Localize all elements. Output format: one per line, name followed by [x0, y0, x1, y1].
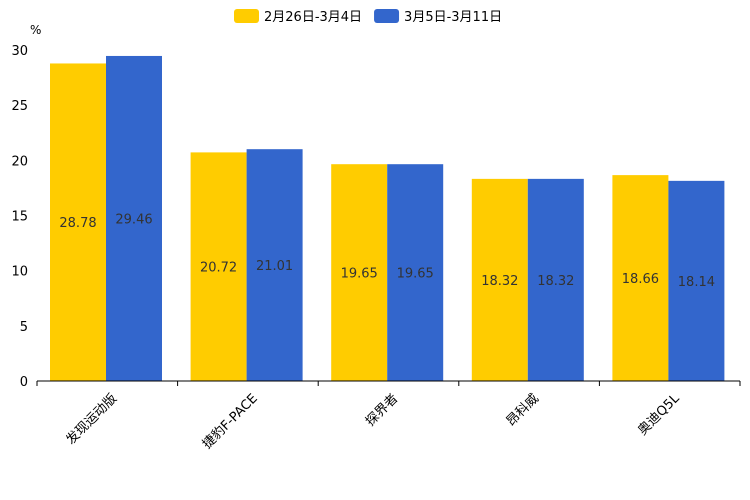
- legend-label: 3月5日-3月11日: [404, 10, 502, 25]
- legend-label: 2月26日-3月4日: [264, 10, 362, 25]
- y-tick-label: 0: [20, 375, 28, 390]
- y-tick-label: 10: [11, 265, 28, 280]
- data-label: 18.14: [678, 275, 715, 290]
- bar: [471, 178, 528, 381]
- data-label: 19.65: [341, 267, 378, 282]
- x-tick-label: 奥迪Q5L: [635, 391, 683, 439]
- bar: [612, 175, 669, 381]
- data-label: 21.01: [256, 259, 293, 274]
- bar: [246, 149, 303, 381]
- y-axis-label: %: [30, 23, 41, 37]
- data-label: 28.78: [59, 216, 96, 231]
- bar: [106, 55, 162, 381]
- y-tick-label: 30: [11, 44, 28, 59]
- data-label: 20.72: [200, 261, 237, 276]
- y-tick-label: 25: [11, 99, 28, 114]
- x-tick-label: 探界者: [363, 391, 401, 429]
- legend-swatch: [374, 9, 400, 23]
- x-tick-label: 捷豹F-PACE: [200, 391, 261, 452]
- x-tick-label: 昂科威: [504, 391, 542, 429]
- data-label: 29.46: [115, 212, 152, 227]
- data-label: 18.32: [481, 274, 518, 289]
- y-tick-label: 5: [20, 320, 28, 335]
- data-label: 18.66: [622, 272, 659, 287]
- legend-swatch: [234, 9, 259, 23]
- y-tick-label: 20: [11, 154, 28, 169]
- bar: [527, 178, 584, 381]
- y-tick-label: 15: [11, 210, 28, 225]
- bar: [190, 152, 247, 381]
- bar: [668, 180, 725, 381]
- bar: [50, 63, 106, 382]
- x-tick-label: 发现运动版: [63, 391, 120, 448]
- bar: [331, 164, 388, 381]
- data-label: 19.65: [397, 267, 434, 282]
- bar: [387, 164, 444, 381]
- data-label: 18.32: [537, 274, 574, 289]
